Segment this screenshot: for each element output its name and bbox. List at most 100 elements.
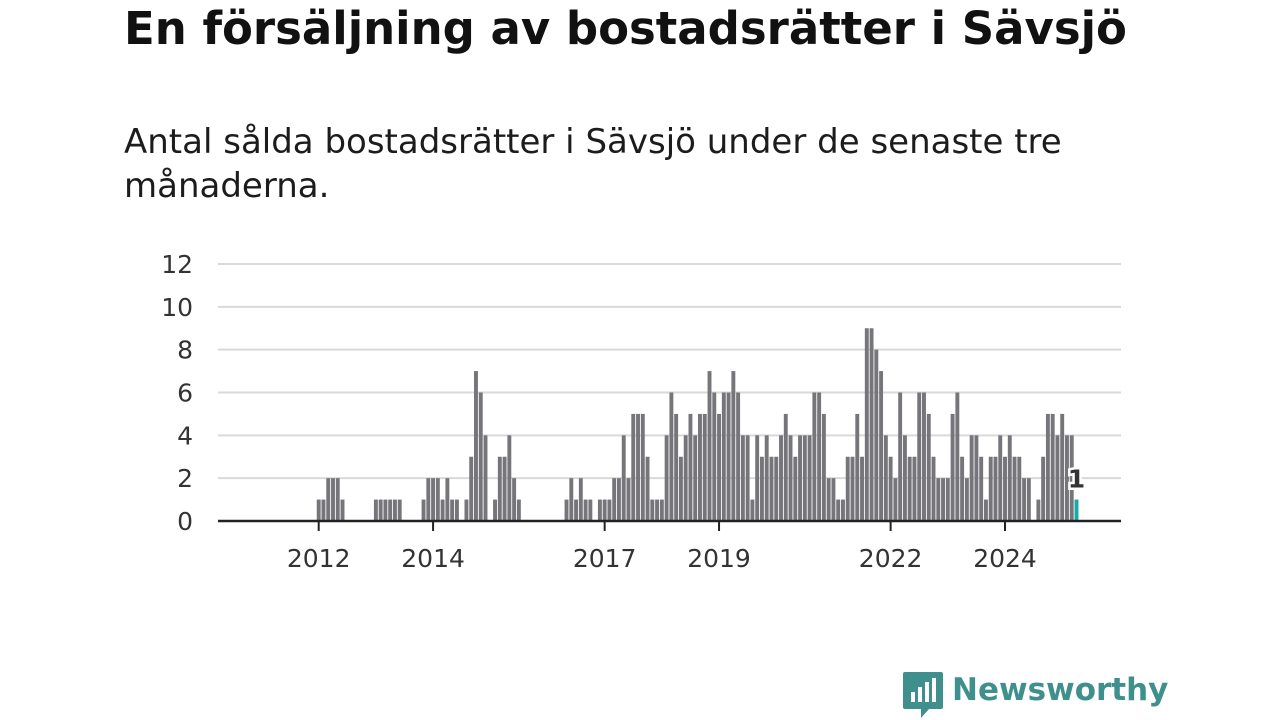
bar	[388, 499, 393, 521]
bar	[707, 371, 712, 521]
bar	[478, 392, 483, 521]
bar	[993, 456, 998, 521]
bar	[879, 371, 884, 521]
bar	[621, 435, 626, 521]
bar	[845, 456, 850, 521]
bar	[588, 499, 593, 521]
bar	[979, 456, 984, 521]
bar-chart: 0 2 4 6 8 10 12 1 2012 2014 2017 2019 2022 2024	[161, 250, 1121, 573]
x-tick-label: 2012	[287, 544, 351, 573]
bar	[1069, 435, 1074, 521]
bar	[678, 456, 683, 521]
bar	[1055, 435, 1060, 521]
bar	[597, 499, 602, 521]
bar	[960, 456, 965, 521]
bar	[783, 413, 788, 521]
bar	[1022, 478, 1027, 521]
bar	[493, 499, 497, 521]
bar	[1026, 478, 1031, 521]
bar	[669, 392, 674, 521]
bar	[431, 478, 436, 521]
bar	[1017, 456, 1022, 521]
bar	[1012, 456, 1017, 521]
bar	[831, 478, 836, 521]
bar	[426, 478, 431, 521]
bar	[421, 499, 426, 521]
bar	[974, 435, 979, 521]
bar	[888, 456, 893, 521]
bar	[321, 499, 326, 521]
bar	[1050, 413, 1055, 521]
bar	[850, 456, 855, 521]
x-tick-label: 2017	[573, 544, 637, 573]
bar	[826, 478, 831, 521]
bar	[378, 499, 383, 521]
bar	[383, 499, 388, 521]
bar	[373, 499, 378, 521]
bar	[759, 456, 764, 521]
bar	[988, 456, 993, 521]
bar	[1007, 435, 1012, 521]
bar	[922, 392, 926, 521]
bar	[516, 499, 521, 521]
bar	[917, 392, 922, 521]
bar	[926, 413, 931, 521]
bar	[860, 456, 864, 521]
bar	[578, 478, 583, 521]
bar	[893, 478, 898, 521]
y-tick-label: 12	[161, 250, 193, 279]
bar	[450, 499, 455, 521]
newsworthy-logo-icon	[903, 672, 943, 718]
bar	[721, 392, 726, 521]
bar	[726, 392, 731, 521]
bar	[941, 478, 946, 521]
bar	[817, 392, 822, 521]
bar	[764, 435, 769, 521]
bar	[869, 328, 874, 521]
bar	[841, 499, 845, 521]
bar	[1060, 413, 1065, 521]
bar	[397, 499, 402, 521]
bar	[640, 413, 645, 521]
bar	[1036, 499, 1041, 521]
bar	[998, 435, 1003, 521]
bar	[688, 413, 693, 521]
y-tick-label: 0	[177, 507, 193, 536]
bar	[564, 499, 569, 521]
bar	[497, 456, 502, 521]
bar	[698, 413, 702, 521]
bar	[712, 392, 717, 521]
bar	[740, 435, 745, 521]
bar	[788, 435, 793, 521]
bar	[574, 499, 579, 521]
bar	[440, 499, 445, 521]
bar	[331, 478, 335, 521]
x-tick-label: 2019	[687, 544, 751, 573]
y-tick-label: 4	[177, 421, 193, 450]
bar	[650, 499, 655, 521]
bar	[821, 413, 826, 521]
bar	[674, 413, 679, 521]
bar	[736, 392, 741, 521]
bar	[659, 499, 664, 521]
x-tick-label: 2022	[859, 544, 923, 573]
bar	[1041, 456, 1046, 521]
bar	[807, 435, 812, 521]
bar	[507, 435, 512, 521]
bar	[950, 413, 955, 521]
bar	[607, 499, 612, 521]
bar	[731, 371, 736, 521]
bar	[912, 456, 917, 521]
bar	[1065, 435, 1069, 521]
bar	[755, 435, 760, 521]
bar	[335, 478, 340, 521]
bar	[745, 435, 750, 521]
bar	[569, 478, 574, 521]
bar	[469, 456, 474, 521]
bar	[812, 392, 817, 521]
bar	[779, 435, 783, 521]
bar	[1003, 456, 1007, 521]
chart-title: En försäljning av bostadsrätter i Sävsjö	[124, 2, 1127, 55]
bar	[612, 478, 617, 521]
bar	[855, 413, 860, 521]
